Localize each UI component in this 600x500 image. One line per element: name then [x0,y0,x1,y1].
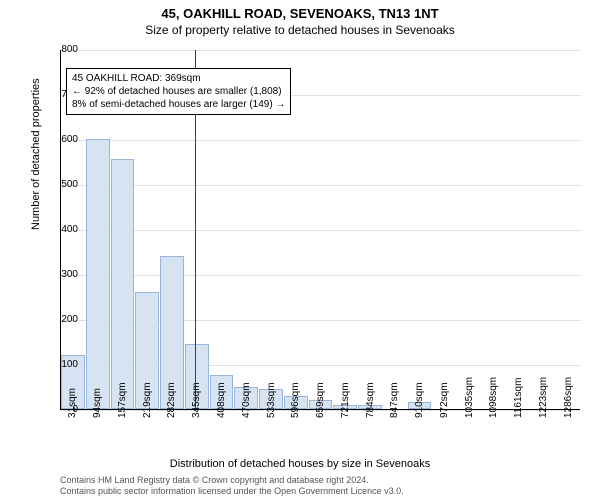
y-tick-label: 600 [48,134,78,145]
plot-area: 45 OAKHILL ROAD: 369sqm← 92% of detached… [60,50,580,410]
histogram-bar [111,159,135,409]
x-tick-label: 784sqm [365,382,376,418]
x-tick-label: 533sqm [266,382,277,418]
x-tick-label: 721sqm [340,382,351,418]
grid-line [61,185,581,186]
y-tick-label: 100 [48,359,78,370]
x-axis-label: Distribution of detached houses by size … [0,458,600,470]
callout-box: 45 OAKHILL ROAD: 369sqm← 92% of detached… [66,68,291,115]
grid-line [61,275,581,276]
x-tick-label: 219sqm [142,382,153,418]
y-tick-label: 300 [48,269,78,280]
x-tick-label: 282sqm [166,382,177,418]
footer-text: Contains HM Land Registry data © Crown c… [60,475,404,498]
x-tick-label: 1035sqm [464,377,475,418]
x-tick-label: 596sqm [290,382,301,418]
y-tick-label: 200 [48,314,78,325]
x-tick-label: 345sqm [191,382,202,418]
histogram-bar [86,139,110,409]
x-tick-label: 847sqm [389,382,400,418]
x-tick-label: 31sqm [67,388,78,418]
y-tick-label: 800 [48,44,78,55]
x-tick-label: 1223sqm [538,377,549,418]
grid-line [61,140,581,141]
y-tick-label: 400 [48,224,78,235]
x-tick-label: 1098sqm [488,377,499,418]
callout-line: ← 92% of detached houses are smaller (1,… [72,85,285,98]
x-tick-label: 94sqm [92,388,103,418]
chart-subtitle: Size of property relative to detached ho… [0,21,600,37]
x-tick-label: 470sqm [241,382,252,418]
footer-line1: Contains HM Land Registry data © Crown c… [60,475,404,487]
grid-line [61,230,581,231]
x-tick-label: 659sqm [315,382,326,418]
footer-line2: Contains public sector information licen… [60,486,404,498]
callout-line: 45 OAKHILL ROAD: 369sqm [72,72,285,85]
x-tick-label: 972sqm [439,382,450,418]
x-tick-label: 157sqm [117,382,128,418]
x-tick-label: 910sqm [414,382,425,418]
callout-line: 8% of semi-detached houses are larger (1… [72,98,285,111]
y-axis-label: Number of detached properties [30,78,42,230]
x-tick-label: 408sqm [216,382,227,418]
x-tick-label: 1286sqm [563,377,574,418]
chart-title: 45, OAKHILL ROAD, SEVENOAKS, TN13 1NT [0,0,600,21]
grid-line [61,50,581,51]
x-tick-label: 1161sqm [513,378,524,418]
y-tick-label: 500 [48,179,78,190]
